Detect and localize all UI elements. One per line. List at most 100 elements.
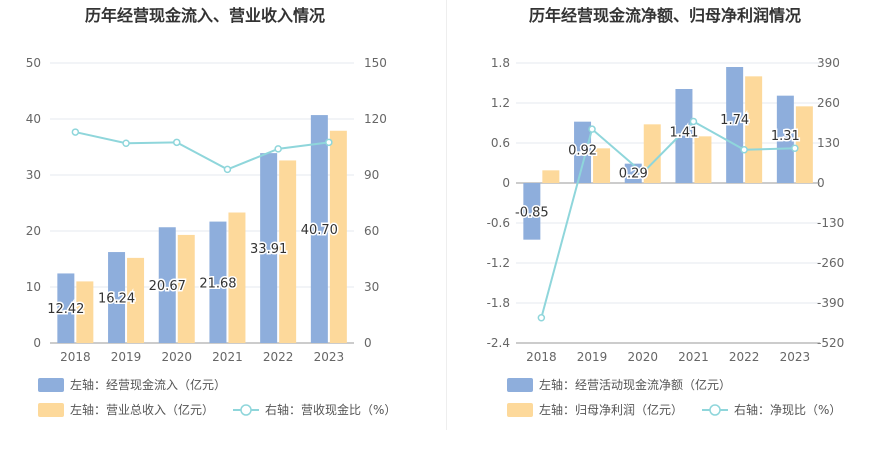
line-point <box>588 125 596 133</box>
y-right-tick-label: -260 <box>817 256 844 270</box>
x-tick-label: 2023 <box>780 350 811 364</box>
line-point <box>325 138 333 147</box>
line-point <box>791 144 799 152</box>
bar <box>745 76 763 183</box>
y-left-tick-label: 30 <box>26 168 41 182</box>
x-tick-label: 2022 <box>263 350 294 364</box>
bar <box>694 136 712 183</box>
bar <box>795 106 813 183</box>
y-right-tick-label: 260 <box>817 96 840 110</box>
y-right-tick-label: -390 <box>817 296 844 310</box>
legend-label: 右轴：净现比（%） <box>734 402 841 417</box>
y-left-tick-label: 50 <box>26 56 41 70</box>
chart-title: 历年经营现金流入、营业收入情况 <box>85 6 325 25</box>
data-label: 0.29 <box>619 166 648 181</box>
bar <box>593 148 611 183</box>
x-tick-label: 2021 <box>212 350 243 364</box>
legend-swatch <box>507 403 533 417</box>
x-tick-label: 2018 <box>60 350 91 364</box>
bar <box>57 273 75 343</box>
bar <box>726 67 744 183</box>
line-point <box>173 138 181 147</box>
line-point <box>639 169 647 177</box>
y-left-tick-label: 0 <box>502 176 510 190</box>
y-right-tick-label: 0 <box>817 176 825 190</box>
data-label: 12.42 <box>47 302 84 317</box>
x-tick-label: 2019 <box>577 350 608 364</box>
line-point <box>689 117 698 126</box>
legend-label: 左轴：经营活动现金流净额（亿元） <box>539 377 731 392</box>
net-cashflow-profit-chart: 历年经营现金流净额、归母净利润情况 -2.4 -1.8 -1.2 -0.6 0 0.6 1.… <box>487 6 844 417</box>
legend-line-marker <box>240 404 252 416</box>
y-left-tick-label: 40 <box>26 112 41 126</box>
y-right-tick-label: 0 <box>364 336 372 350</box>
line-point <box>274 145 282 153</box>
legend-label: 左轴：归母净利润（亿元） <box>539 402 683 417</box>
bar <box>675 89 693 183</box>
bar <box>108 252 126 343</box>
y-right-tick-label: 60 <box>364 224 379 238</box>
bar <box>329 130 347 343</box>
y-left-tick-label: 0.6 <box>491 136 510 150</box>
y-right-tick-label: 130 <box>817 136 840 150</box>
y-right-tick-label: 150 <box>364 56 387 70</box>
y-left-tick-label: -0.6 <box>487 216 510 230</box>
y-left-tick-label: -2.4 <box>487 336 510 350</box>
bar <box>177 234 195 343</box>
series-line <box>540 120 795 319</box>
data-label: 1.41 <box>669 125 698 140</box>
data-label: 1.74 <box>720 113 749 128</box>
y-left-tick-label: 0 <box>33 336 41 350</box>
legend-line-marker <box>709 404 721 416</box>
line-point <box>71 128 80 136</box>
bar <box>127 257 145 343</box>
panel-divider <box>446 0 447 430</box>
bar <box>776 95 794 183</box>
bar <box>158 227 176 343</box>
x-tick-label: 2023 <box>314 350 345 364</box>
x-tick-label: 2018 <box>526 350 557 364</box>
series-line <box>75 131 329 171</box>
x-tick-label: 2020 <box>161 350 192 364</box>
line-point <box>223 165 232 174</box>
y-right-tick-label: 90 <box>364 168 379 182</box>
y-left-tick-label: 10 <box>26 280 41 294</box>
y-right-tick-label: 120 <box>364 112 387 126</box>
chart-title: 历年经营现金流净额、归母净利润情况 <box>529 6 801 25</box>
bar <box>523 183 541 240</box>
legend-label: 左轴：营业总收入（亿元） <box>70 402 214 417</box>
x-tick-label: 2021 <box>678 350 709 364</box>
data-label: 1.31 <box>771 129 800 144</box>
line-point <box>740 146 748 154</box>
y-left-tick-label: -1.2 <box>487 256 510 270</box>
legend-label: 左轴：经营现金流入（亿元） <box>70 377 226 392</box>
legend-swatch <box>38 378 64 392</box>
y-left-tick-label: 20 <box>26 224 41 238</box>
data-label: 20.67 <box>149 279 186 294</box>
data-label: 0.92 <box>568 143 597 158</box>
x-tick-label: 2019 <box>111 350 142 364</box>
cash-inflow-revenue-chart: 历年经营现金流入、营业收入情况 0 10 20 30 40 50 0 30 60 90 120 150… <box>26 6 396 417</box>
bar <box>76 281 94 343</box>
line-point <box>122 139 130 148</box>
bar <box>310 115 328 343</box>
bar <box>228 212 246 343</box>
x-tick-label: 2022 <box>729 350 760 364</box>
legend-swatch <box>507 378 533 392</box>
y-right-tick-label: -130 <box>817 216 844 230</box>
x-tick-label: 2020 <box>627 350 658 364</box>
line-point <box>537 314 546 322</box>
bar <box>209 221 227 343</box>
bar <box>279 160 297 343</box>
data-label: 21.68 <box>199 276 236 291</box>
y-right-tick-label: 390 <box>817 56 840 70</box>
data-label: 40.70 <box>301 223 338 238</box>
y-left-tick-label: 1.2 <box>491 96 510 110</box>
bar <box>260 153 278 343</box>
legend-swatch <box>38 403 64 417</box>
y-left-tick-label: -1.8 <box>487 296 510 310</box>
legend-label: 右轴：营收现金比（%） <box>265 402 396 417</box>
data-label: 16.24 <box>98 292 135 307</box>
bar <box>542 170 560 183</box>
data-label: -0.85 <box>515 205 549 220</box>
